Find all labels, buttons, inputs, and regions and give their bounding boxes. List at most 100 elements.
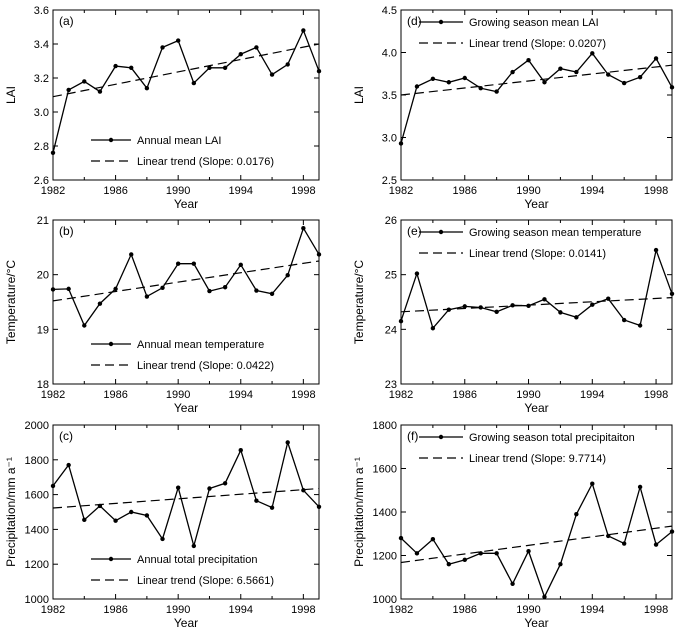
x-tick-label: 1998 [644, 185, 668, 197]
data-point [269, 505, 275, 510]
data-point [160, 45, 165, 50]
data-point [574, 511, 579, 517]
series-line [52, 28, 320, 153]
data-point [316, 504, 322, 509]
data-point [414, 551, 420, 556]
data-point [50, 483, 56, 489]
x-tick-label: 1982 [41, 389, 65, 401]
x-tick-label: 1990 [516, 389, 540, 401]
plot-frame [52, 9, 320, 181]
y-tick-label: 3.0 [34, 107, 49, 119]
y-tick-label: 23 [385, 379, 397, 391]
x-tick-label: 1990 [166, 389, 190, 401]
legend-label: Linear trend (Slope: 6.5661) [137, 575, 274, 587]
legend-marker [438, 229, 444, 235]
x-tick-label: 1986 [103, 604, 127, 616]
legend-marker [108, 137, 114, 143]
x-tick-label: 1986 [103, 389, 127, 401]
data-point [637, 323, 643, 328]
trend-line [400, 525, 673, 564]
x-tick-label: 1982 [389, 604, 413, 616]
data-point [637, 74, 643, 80]
data-point [50, 287, 56, 292]
data-point [50, 150, 56, 155]
x-tick-label: 1994 [229, 389, 253, 401]
legend-label: Growing season mean LAI [469, 17, 599, 29]
x-tick-label: 1998 [644, 604, 668, 616]
y-tick-label: 2.8 [34, 141, 49, 153]
plot-frame [400, 9, 673, 181]
y-tick-label: 1800 [373, 420, 397, 432]
y-axis-label: Temperature/°C [352, 260, 366, 344]
x-tick-label: 1994 [229, 185, 253, 197]
panel-label: (d) [407, 14, 422, 28]
data-point [285, 62, 290, 67]
x-tick-label: 1986 [103, 185, 127, 197]
data-point [144, 86, 150, 91]
y-tick-label: 1000 [373, 594, 397, 606]
data-point [526, 548, 531, 554]
data-point [669, 291, 675, 296]
data-point [430, 536, 436, 542]
y-tick-label: 1600 [373, 464, 397, 476]
legend-label: Linear trend (Slope: 0.0141) [469, 248, 606, 260]
y-tick-label: 3.2 [34, 73, 49, 85]
x-tick-label: 1990 [166, 604, 190, 616]
data-point [222, 65, 228, 71]
x-axis-label: Year [174, 616, 198, 630]
x-tick-label: 1990 [166, 185, 190, 197]
x-tick-label: 1990 [516, 185, 540, 197]
legend-label: Annual mean LAI [137, 135, 221, 147]
legend-marker [108, 556, 114, 562]
data-point [113, 63, 118, 69]
data-point [590, 481, 595, 486]
y-tick-label: 3.5 [382, 90, 397, 102]
data-point [97, 301, 103, 306]
data-point [621, 317, 627, 323]
y-tick-label: 3.6 [34, 5, 49, 17]
y-tick-label: 20 [37, 270, 49, 282]
data-point [621, 80, 627, 86]
data-point [269, 291, 275, 296]
panel-label: (b) [59, 224, 74, 238]
x-tick-label: 1998 [291, 389, 315, 401]
data-point [254, 498, 259, 503]
x-tick-label: 1998 [291, 604, 315, 616]
panel-f: 1982 1986 1990 1994 1998 1000 1200 1400 1600 1800… [352, 420, 675, 630]
data-point [398, 318, 404, 324]
data-point [669, 529, 675, 534]
y-tick-label: 1400 [25, 524, 49, 536]
data-point [637, 484, 643, 490]
x-tick-label: 1994 [580, 604, 604, 616]
data-point [558, 562, 563, 567]
data-point [653, 247, 659, 253]
data-point [113, 286, 118, 292]
panel-label: (a) [59, 14, 74, 28]
series-line [52, 226, 320, 327]
data-point [430, 326, 436, 331]
data-point [129, 509, 134, 515]
series-line [400, 52, 673, 144]
data-point [621, 541, 627, 546]
data-point [301, 226, 306, 231]
x-tick-label: 1982 [41, 185, 65, 197]
y-tick-label: 2000 [25, 420, 49, 432]
y-axis-label: LAI [4, 86, 18, 104]
data-point [316, 69, 322, 74]
y-tick-label: 4.5 [382, 5, 397, 17]
data-point [606, 296, 611, 301]
panel-d: 1982 1986 1990 1994 1998 2.5 3.0 3.5 4.0 4.5 Year L… [352, 5, 675, 211]
data-point [446, 80, 452, 85]
legend-label: Linear trend (Slope: 9.7714) [469, 453, 606, 465]
data-point [191, 80, 197, 86]
data-point [254, 45, 259, 50]
data-point [590, 51, 595, 56]
data-point [590, 302, 595, 307]
data-point [191, 543, 197, 549]
data-point [526, 57, 531, 63]
data-point [222, 481, 228, 486]
data-point [238, 448, 243, 453]
legend-marker [438, 434, 444, 440]
data-point [542, 594, 547, 600]
